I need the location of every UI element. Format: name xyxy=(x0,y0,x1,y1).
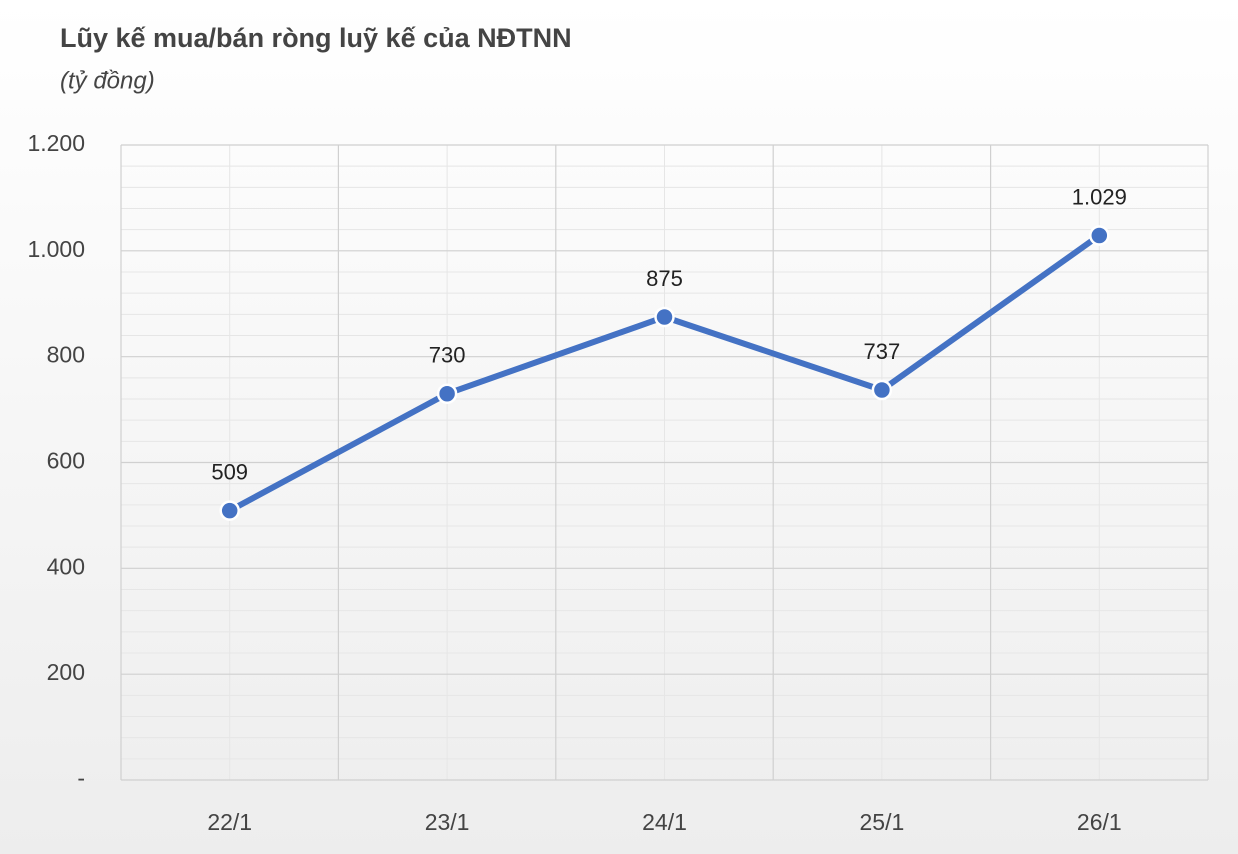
x-tick-label: 26/1 xyxy=(1077,809,1122,835)
point xyxy=(219,500,240,521)
y-tick-label: 400 xyxy=(47,553,85,579)
y-tick-label: - xyxy=(77,765,85,791)
point xyxy=(1089,225,1110,246)
value-label: 730 xyxy=(429,343,466,368)
value-label: 737 xyxy=(864,339,901,364)
chart-title: Lũy kế mua/bán ròng luỹ kế của NĐTNN xyxy=(60,23,572,53)
point xyxy=(654,306,675,328)
point xyxy=(436,383,458,404)
plot: 509 730 875 737 1.029 xyxy=(211,184,1127,521)
x-tick-label: 22/1 xyxy=(207,809,252,835)
value-label: 509 xyxy=(211,459,248,484)
value-label: 1.029 xyxy=(1072,184,1127,209)
y-tick-label: 1.200 xyxy=(27,130,85,156)
x-tick-label: 24/1 xyxy=(642,809,687,835)
x-tick-label: 23/1 xyxy=(425,809,470,835)
y-tick-label: 200 xyxy=(47,659,85,685)
x-tick-label: 25/1 xyxy=(860,809,905,835)
value-label: 875 xyxy=(646,266,683,291)
point xyxy=(871,379,893,401)
y-tick-label: 600 xyxy=(47,448,85,474)
chart-subtitle: (tỷ đồng) xyxy=(60,67,155,94)
y-tick-label: 800 xyxy=(47,342,85,368)
y-tick-label: 1.000 xyxy=(27,236,85,262)
